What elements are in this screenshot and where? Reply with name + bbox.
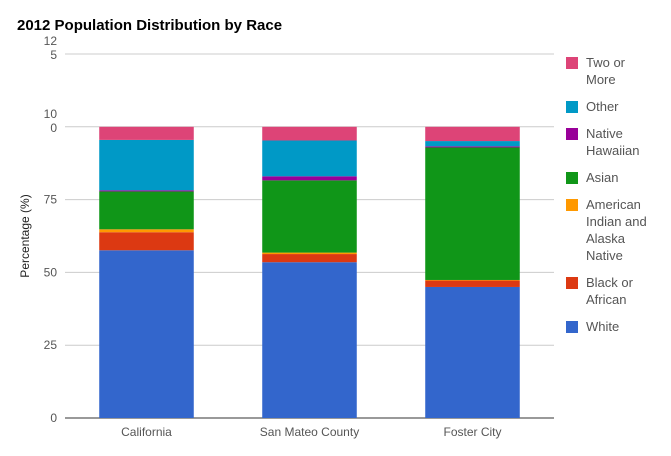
y-tick-label: 0: [50, 411, 57, 425]
x-tick-label: California: [121, 425, 172, 439]
legend-swatch: [566, 277, 578, 289]
legend-item-other[interactable]: Other: [566, 99, 619, 114]
bar-segment-california-white[interactable]: [99, 250, 194, 418]
x-axis-ticks: California San Mateo County Foster City: [121, 425, 501, 439]
y-tick-label: 75: [44, 193, 58, 207]
legend-label: Alaska: [586, 231, 626, 246]
legend-label: Black or: [586, 275, 634, 290]
bar-segment-california-native-hawaiian[interactable]: [99, 190, 194, 192]
legend-item-two-or-more[interactable]: Two or More: [566, 55, 626, 87]
bar-segment-foster-city-black-or-african[interactable]: [425, 280, 520, 287]
legend-label: Native: [586, 248, 623, 263]
bar-segment-foster-city-native-hawaiian[interactable]: [425, 146, 520, 148]
bar-segment-san-mateo-county-asian[interactable]: [262, 180, 357, 253]
bar-segment-california-two-or-more[interactable]: [99, 126, 194, 140]
bar-segment-california-american-indian-and-alaska-native[interactable]: [99, 229, 194, 233]
legend-label: White: [586, 319, 619, 334]
bar-segment-california-black-or-african[interactable]: [99, 232, 194, 251]
bar-segment-san-mateo-county-two-or-more[interactable]: [262, 126, 357, 141]
bar-segment-san-mateo-county-native-hawaiian[interactable]: [262, 176, 357, 181]
bar-segment-foster-city-other[interactable]: [425, 141, 520, 147]
bar-segment-foster-city-white[interactable]: [425, 286, 520, 418]
legend-label: More: [586, 72, 616, 87]
legend-label: Native: [586, 126, 623, 141]
legend-label: Indian and: [586, 214, 647, 229]
bar-segment-san-mateo-county-black-or-african[interactable]: [262, 254, 357, 263]
y-tick-label: 50: [44, 265, 58, 279]
legend-item-asian[interactable]: Asian: [566, 170, 619, 185]
bar-segment-california-other[interactable]: [99, 139, 194, 191]
bar-segment-san-mateo-county-american-indian-and-alaska-native[interactable]: [262, 252, 357, 255]
legend-label: Two or: [586, 55, 626, 70]
legend-label: Other: [586, 99, 619, 114]
bar-segment-california-asian[interactable]: [99, 191, 194, 230]
bar-segment-san-mateo-county-white[interactable]: [262, 262, 357, 418]
legend-swatch: [566, 172, 578, 184]
y-tick-label: 10 0: [44, 107, 58, 135]
legend-item-native-hawaiian[interactable]: Native Hawaiian: [566, 126, 639, 158]
legend-label: Asian: [586, 170, 619, 185]
legend-item-american-indian-and-alaska-native[interactable]: American Indian and Alaska Native: [566, 197, 647, 263]
legend-swatch: [566, 199, 578, 211]
legend-swatch: [566, 128, 578, 140]
legend: Two or More Other Native Hawaiian Asian Americ…: [566, 55, 647, 334]
y-axis-label: Percentage (%): [18, 194, 32, 277]
legend-swatch: [566, 101, 578, 113]
x-tick-label: San Mateo County: [260, 425, 359, 439]
y-axis-ticks: 0 25 50 75 10 0 12 5: [44, 34, 58, 425]
y-tick-label: 25: [44, 338, 58, 352]
bar-segment-foster-city-two-or-more[interactable]: [425, 126, 520, 142]
legend-item-black-or-african[interactable]: Black or African: [566, 275, 634, 307]
legend-swatch: [566, 57, 578, 69]
legend-label: African: [586, 292, 626, 307]
legend-label: Hawaiian: [586, 143, 639, 158]
y-tick-label: 12 5: [44, 34, 58, 62]
bar-segment-foster-city-american-indian-and-alaska-native[interactable]: [425, 279, 520, 281]
x-tick-label: Foster City: [443, 425, 501, 439]
bar-segment-foster-city-asian[interactable]: [425, 147, 520, 280]
legend-swatch: [566, 321, 578, 333]
legend-label: American: [586, 197, 641, 212]
legend-item-white[interactable]: White: [566, 319, 619, 334]
bars: [99, 126, 520, 418]
bar-segment-san-mateo-county-other[interactable]: [262, 140, 357, 177]
chart-title: 2012 Population Distribution by Race: [17, 17, 283, 34]
